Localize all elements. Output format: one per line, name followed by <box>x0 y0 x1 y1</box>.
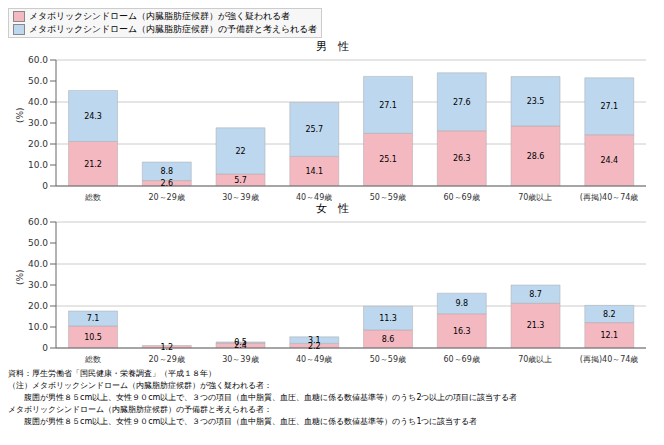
svg-text:27.1: 27.1 <box>600 102 618 111</box>
svg-text:14.1: 14.1 <box>305 167 323 176</box>
html-text:資料：厚生労働省「国民健康・栄養調査」（平成１８年）: 資料：厚生労働省「国民健康・栄養調査」（平成１８年） <box>8 369 216 378</box>
html-text:メタボリックシンドローム（内臓脂肪症候群）が強く疑われる者: メタボリックシンドローム（内臓脂肪症候群）が強く疑われる者 <box>29 11 290 21</box>
svg-text:60～69歳: 60～69歳 <box>443 355 479 364</box>
svg-text:40～49歳: 40～49歳 <box>296 193 332 202</box>
svg-text:7.1: 7.1 <box>87 314 100 323</box>
svg-text:24.4: 24.4 <box>600 156 618 165</box>
svg-text:30～39歳: 30～39歳 <box>222 355 258 364</box>
svg-text:20.0: 20.0 <box>28 139 48 149</box>
svg-text:60～69歳: 60～69歳 <box>443 193 479 202</box>
svg-text:40～49歳: 40～49歳 <box>296 355 332 364</box>
svg-text:60.0: 60.0 <box>28 55 48 65</box>
svg-text:20.0: 20.0 <box>28 301 48 311</box>
svg-text:8.6: 8.6 <box>382 335 395 344</box>
svg-text:30.0: 30.0 <box>28 280 48 290</box>
svg-text:70歳以上: 70歳以上 <box>518 355 552 364</box>
svg-text:0: 0 <box>42 181 48 191</box>
svg-text:(%): (%) <box>15 107 25 123</box>
svg-text:8.8: 8.8 <box>160 167 173 176</box>
svg-text:0.5: 0.5 <box>234 338 247 347</box>
svg-text:23.5: 23.5 <box>527 97 545 106</box>
svg-text:50.0: 50.0 <box>28 238 48 248</box>
svg-text:総数: 総数 <box>84 355 101 364</box>
svg-text:21.2: 21.2 <box>84 160 102 169</box>
svg-text:12.1: 12.1 <box>600 331 618 340</box>
svg-text:40.0: 40.0 <box>28 97 48 107</box>
svg-text:10.0: 10.0 <box>28 322 48 332</box>
svg-text:8.2: 8.2 <box>603 310 616 319</box>
svg-text:20～29歳: 20～29歳 <box>148 193 184 202</box>
svg-text:50～59歳: 50～59歳 <box>370 193 406 202</box>
svg-text:60.0: 60.0 <box>28 217 48 227</box>
svg-text:0: 0 <box>42 343 48 353</box>
svg-text:27.6: 27.6 <box>453 98 471 107</box>
svg-text:40.0: 40.0 <box>28 259 48 269</box>
svg-text:2.2: 2.2 <box>307 341 321 351</box>
svg-text:5.7: 5.7 <box>234 176 247 185</box>
svg-text:8.7: 8.7 <box>529 290 542 299</box>
svg-text:30～39歳: 30～39歳 <box>222 193 258 202</box>
svg-text:22: 22 <box>235 147 245 156</box>
html-text:メタボリックシンドローム（内臓脂肪症候群）の予備群と考えられ: メタボリックシンドローム（内臓脂肪症候群）の予備群と考えられる者： <box>8 405 272 414</box>
svg-text:70歳以上: 70歳以上 <box>518 193 552 202</box>
svg-text:11.3: 11.3 <box>379 314 397 323</box>
svg-text:50～59歳: 50～59歳 <box>370 355 406 364</box>
html-text:腹囲が男性８５cm以上、女性９０cm以上で、３つの項目（血中: 腹囲が男性８５cm以上、女性９０cm以上で、３つの項目（血中脂質、血圧、血糖に係… <box>8 417 478 426</box>
svg-text:25.7: 25.7 <box>305 125 323 134</box>
svg-text:10.5: 10.5 <box>84 333 102 342</box>
svg-text:(再掲)40～74歳: (再掲)40～74歳 <box>580 355 639 364</box>
svg-text:27.1: 27.1 <box>379 101 397 110</box>
svg-text:3.1: 3.1 <box>308 336 321 345</box>
svg-text:30.0: 30.0 <box>28 118 48 128</box>
svg-text:16.3: 16.3 <box>453 327 471 336</box>
svg-text:28.6: 28.6 <box>527 152 545 161</box>
svg-text:1.2: 1.2 <box>160 343 173 352</box>
svg-text:(再掲)40～74歳: (再掲)40～74歳 <box>580 193 639 202</box>
html-text:女 性: 女 性 <box>315 202 349 215</box>
html-text:腹囲が男性８５cm以上、女性９０cm以上で、３つの項目（血中: 腹囲が男性８５cm以上、女性９０cm以上で、３つの項目（血中脂質、血圧、血糖に係… <box>8 393 518 402</box>
html-text:（注）メタボリックシンドローム（内臓脂肪症候群）が強く疑われ: （注）メタボリックシンドローム（内臓脂肪症候群）が強く疑われる者： <box>8 381 272 390</box>
svg-text:26.3: 26.3 <box>453 154 471 163</box>
svg-text:20～29歳: 20～29歳 <box>148 355 184 364</box>
svg-text:2.6: 2.6 <box>160 179 173 188</box>
svg-text:21.3: 21.3 <box>527 321 545 330</box>
svg-text:50.0: 50.0 <box>28 76 48 86</box>
svg-text:10.0: 10.0 <box>28 160 48 170</box>
svg-text:9.8: 9.8 <box>455 299 468 308</box>
svg-text:24.3: 24.3 <box>84 112 102 121</box>
svg-text:25.1: 25.1 <box>379 155 397 164</box>
svg-text:(%): (%) <box>15 269 25 285</box>
html-text:男 性: 男 性 <box>315 40 349 53</box>
html-text:メタボリックシンドローム（内臓脂肪症候群）の予備群と考えられ: メタボリックシンドローム（内臓脂肪症候群）の予備群と考えられる者 <box>29 24 317 34</box>
svg-text:総数: 総数 <box>84 193 101 202</box>
